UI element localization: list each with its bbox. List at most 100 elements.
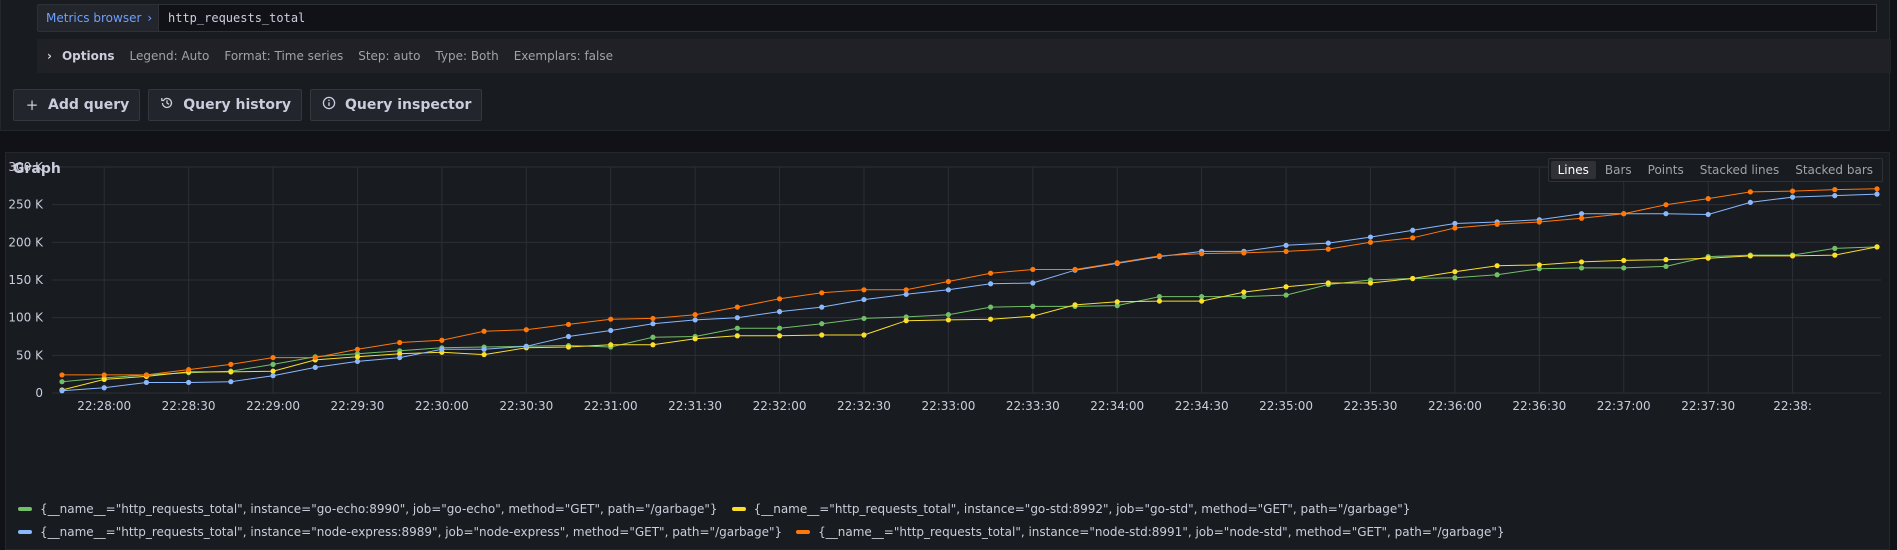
series-2-point[interactable]: [861, 297, 866, 302]
series-0-point[interactable]: [1030, 304, 1035, 309]
query-history-button[interactable]: Query history: [148, 89, 302, 121]
series-1-point[interactable]: [1495, 263, 1500, 268]
series-3-point[interactable]: [102, 372, 107, 377]
mode-stacked-bars[interactable]: Stacked bars: [1788, 161, 1880, 179]
series-3-point[interactable]: [735, 305, 740, 310]
series-2-point[interactable]: [608, 328, 613, 333]
series-3-point[interactable]: [186, 367, 191, 372]
series-0-point[interactable]: [650, 335, 655, 340]
legend-item-node-std[interactable]: {__name__="http_requests_total", instanc…: [796, 525, 1504, 539]
mode-bars[interactable]: Bars: [1598, 161, 1639, 179]
series-1-point[interactable]: [1452, 269, 1457, 274]
series-2-point[interactable]: [355, 359, 360, 364]
series-2-point[interactable]: [144, 380, 149, 385]
series-3-point[interactable]: [1706, 196, 1711, 201]
series-1-point[interactable]: [608, 342, 613, 347]
series-1-point[interactable]: [1368, 280, 1373, 285]
series-0-point[interactable]: [270, 362, 275, 367]
series-3-point[interactable]: [355, 347, 360, 352]
series-3-point[interactable]: [819, 290, 824, 295]
series-1-point[interactable]: [1157, 298, 1162, 303]
series-3-point[interactable]: [1157, 253, 1162, 258]
series-3-point[interactable]: [1790, 189, 1795, 194]
series-2-point[interactable]: [1368, 234, 1373, 239]
query-expression-input[interactable]: http_requests_total: [159, 4, 1877, 32]
series-1-point[interactable]: [693, 336, 698, 341]
series-1-point[interactable]: [1663, 257, 1668, 262]
series-1-point[interactable]: [988, 317, 993, 322]
series-1-point[interactable]: [946, 317, 951, 322]
series-2-point[interactable]: [1452, 221, 1457, 226]
series-3-point[interactable]: [1410, 235, 1415, 240]
series-3-point[interactable]: [1663, 202, 1668, 207]
options-toggle[interactable]: › Options: [47, 49, 115, 63]
series-2-point[interactable]: [186, 380, 191, 385]
series-2-point[interactable]: [1410, 228, 1415, 233]
series-2-point[interactable]: [1579, 211, 1584, 216]
series-3-point[interactable]: [1748, 189, 1753, 194]
series-1-point[interactable]: [1790, 253, 1795, 258]
series-2-point[interactable]: [228, 379, 233, 384]
series-1-point[interactable]: [270, 369, 275, 374]
series-1-point[interactable]: [1706, 256, 1711, 261]
series-1-point[interactable]: [1579, 259, 1584, 264]
series-2-point[interactable]: [777, 309, 782, 314]
series-1-point[interactable]: [1874, 244, 1879, 249]
series-2-point[interactable]: [1326, 240, 1331, 245]
series-3-point[interactable]: [1283, 249, 1288, 254]
series-2-point[interactable]: [397, 355, 402, 360]
series-2-point[interactable]: [946, 287, 951, 292]
series-2-point[interactable]: [735, 315, 740, 320]
series-3-point[interactable]: [1115, 260, 1120, 265]
query-options-row[interactable]: › Options Legend: Auto Format: Time seri…: [37, 39, 1891, 73]
series-1-point[interactable]: [650, 342, 655, 347]
series-1-point[interactable]: [1241, 289, 1246, 294]
series-2-point[interactable]: [102, 385, 107, 390]
series-3-point[interactable]: [1452, 225, 1457, 230]
series-2-point[interactable]: [904, 292, 909, 297]
series-1-point[interactable]: [355, 354, 360, 359]
series-3-point[interactable]: [481, 329, 486, 334]
series-3-point[interactable]: [1495, 222, 1500, 227]
series-1-point[interactable]: [102, 377, 107, 382]
series-3-point[interactable]: [904, 287, 909, 292]
series-2-point[interactable]: [270, 373, 275, 378]
series-2-point[interactable]: [566, 334, 571, 339]
series-1-point[interactable]: [1410, 276, 1415, 281]
legend-item-go-std[interactable]: {__name__="http_requests_total", instanc…: [732, 502, 1411, 516]
series-2-point[interactable]: [59, 388, 64, 393]
series-3-point[interactable]: [1579, 216, 1584, 221]
add-query-button[interactable]: + Add query: [13, 89, 140, 121]
series-0-point[interactable]: [861, 316, 866, 321]
series-1-point[interactable]: [1748, 253, 1753, 258]
series-2-point[interactable]: [1832, 193, 1837, 198]
series-3-point[interactable]: [1030, 267, 1035, 272]
series-0-point[interactable]: [59, 379, 64, 384]
series-0-point[interactable]: [1199, 294, 1204, 299]
series-3-point[interactable]: [1368, 240, 1373, 245]
series-1-point[interactable]: [1115, 299, 1120, 304]
series-1-point[interactable]: [861, 332, 866, 337]
series-0-point[interactable]: [777, 326, 782, 331]
series-1-point[interactable]: [904, 318, 909, 323]
mode-stacked-lines[interactable]: Stacked lines: [1693, 161, 1787, 179]
series-2-point[interactable]: [481, 347, 486, 352]
series-3-point[interactable]: [650, 316, 655, 321]
series-3-point[interactable]: [777, 296, 782, 301]
series-2-point[interactable]: [1790, 195, 1795, 200]
series-3-point[interactable]: [566, 322, 571, 327]
series-0-point[interactable]: [1663, 264, 1668, 269]
series-1-point[interactable]: [1199, 298, 1204, 303]
series-0-point[interactable]: [1579, 265, 1584, 270]
series-1-point[interactable]: [1283, 284, 1288, 289]
series-0-point[interactable]: [1832, 246, 1837, 251]
series-1-point[interactable]: [1072, 302, 1077, 307]
series-3-point[interactable]: [1874, 186, 1879, 191]
series-2-point[interactable]: [524, 344, 529, 349]
series-0-point[interactable]: [1621, 265, 1626, 270]
series-3-point[interactable]: [1537, 219, 1542, 224]
series-2-point[interactable]: [1030, 280, 1035, 285]
series-3-point[interactable]: [397, 340, 402, 345]
series-1-point[interactable]: [228, 369, 233, 374]
series-3-point[interactable]: [59, 372, 64, 377]
